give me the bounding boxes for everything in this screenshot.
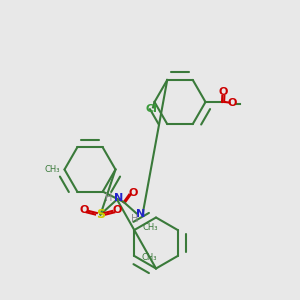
Text: H: H: [130, 214, 138, 224]
Text: O: O: [128, 188, 137, 198]
Text: CH₃: CH₃: [143, 223, 158, 232]
Text: O: O: [79, 205, 89, 215]
Text: N: N: [114, 193, 123, 203]
Text: O: O: [112, 205, 122, 215]
Text: O: O: [218, 87, 228, 98]
Text: S: S: [96, 208, 105, 221]
Text: Cl: Cl: [146, 104, 158, 115]
Text: H: H: [105, 193, 112, 203]
Text: N: N: [136, 209, 146, 219]
Text: CH₃: CH₃: [141, 253, 157, 262]
Text: CH₃: CH₃: [44, 165, 60, 174]
Text: O: O: [228, 98, 237, 109]
